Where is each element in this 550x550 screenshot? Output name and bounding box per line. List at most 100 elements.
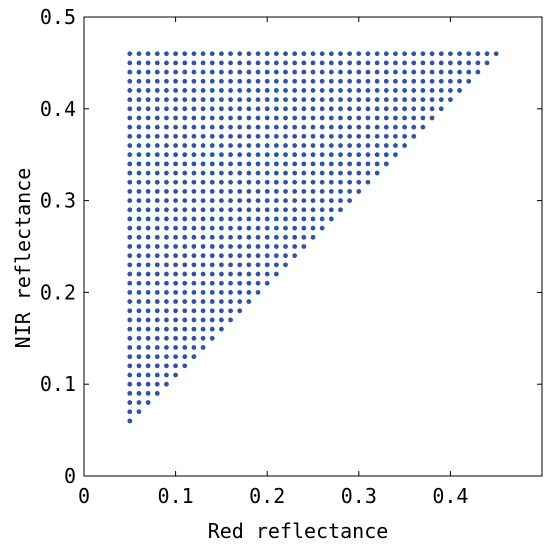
data-point	[283, 78, 288, 84]
data-point	[264, 253, 270, 259]
data-point	[273, 179, 279, 185]
data-point	[127, 198, 133, 204]
data-point	[145, 97, 151, 103]
data-point	[209, 179, 215, 185]
data-point	[154, 207, 160, 213]
data-point	[219, 124, 224, 130]
data-point	[209, 106, 215, 112]
data-point	[200, 345, 206, 350]
data-point	[127, 317, 133, 323]
data-point	[164, 161, 169, 167]
data-point	[365, 133, 371, 139]
data-point	[200, 262, 206, 268]
data-point	[411, 97, 417, 103]
data-point	[209, 262, 215, 268]
data-point	[292, 78, 298, 84]
data-point	[356, 189, 362, 194]
data-point	[154, 234, 160, 240]
data-point	[145, 363, 151, 369]
data-point	[237, 290, 243, 295]
data-point	[283, 198, 288, 204]
data-point	[173, 299, 179, 304]
data-point	[209, 290, 215, 295]
data-point	[356, 97, 362, 103]
data-point	[283, 88, 288, 93]
data-point	[429, 115, 435, 121]
data-point	[374, 124, 380, 130]
data-point	[338, 198, 343, 204]
data-point	[310, 60, 316, 66]
data-point	[347, 133, 353, 139]
data-point	[154, 363, 160, 369]
data-point	[237, 225, 243, 231]
data-point	[209, 161, 215, 167]
data-point	[292, 216, 298, 222]
data-point	[466, 78, 472, 84]
data-point	[264, 189, 270, 194]
data-point	[310, 207, 316, 213]
data-point	[328, 152, 334, 158]
data-point	[237, 60, 243, 66]
data-point	[136, 115, 142, 121]
data-point	[191, 124, 197, 130]
data-point	[209, 115, 215, 121]
data-point	[374, 78, 380, 84]
data-point	[273, 60, 279, 66]
data-point	[173, 152, 179, 158]
data-point	[338, 88, 343, 93]
data-point	[209, 60, 215, 66]
data-point	[182, 60, 188, 66]
data-point	[182, 216, 188, 222]
data-point	[173, 207, 179, 213]
data-point	[154, 88, 160, 93]
data-point	[209, 280, 215, 286]
data-point	[402, 88, 407, 93]
data-point	[338, 97, 343, 103]
data-point	[145, 179, 151, 185]
data-point	[173, 280, 179, 286]
data-point	[310, 234, 316, 240]
data-point	[429, 69, 435, 75]
data-point	[319, 88, 325, 93]
data-point	[228, 189, 233, 194]
data-point	[136, 390, 142, 396]
data-point	[127, 326, 133, 332]
data-point	[145, 152, 151, 158]
data-point	[328, 88, 334, 93]
data-point	[164, 97, 169, 103]
data-point	[127, 271, 133, 277]
data-point	[145, 69, 151, 75]
data-point	[255, 225, 261, 231]
data-point	[429, 60, 435, 66]
data-point	[145, 198, 151, 204]
data-point	[127, 335, 133, 341]
data-point	[145, 124, 151, 130]
data-point	[173, 78, 179, 84]
data-point	[219, 170, 224, 176]
data-point	[365, 115, 371, 121]
data-point	[356, 51, 362, 57]
data-point	[292, 198, 298, 204]
data-point	[264, 97, 270, 103]
data-point	[411, 124, 417, 130]
data-point	[164, 326, 169, 332]
data-point	[164, 189, 169, 194]
data-point	[273, 133, 279, 139]
data-point	[228, 60, 233, 66]
data-point	[237, 97, 243, 103]
data-point	[136, 253, 142, 259]
data-point	[493, 51, 499, 57]
data-point	[365, 152, 371, 158]
data-point	[338, 170, 343, 176]
data-point	[466, 69, 472, 75]
data-point	[136, 51, 142, 57]
data-point	[219, 152, 224, 158]
data-point	[383, 51, 389, 57]
data-point	[255, 290, 261, 295]
data-point	[136, 363, 142, 369]
data-point	[292, 124, 298, 130]
data-point	[273, 161, 279, 167]
data-point	[164, 225, 169, 231]
data-point	[273, 225, 279, 231]
data-point	[219, 308, 224, 314]
